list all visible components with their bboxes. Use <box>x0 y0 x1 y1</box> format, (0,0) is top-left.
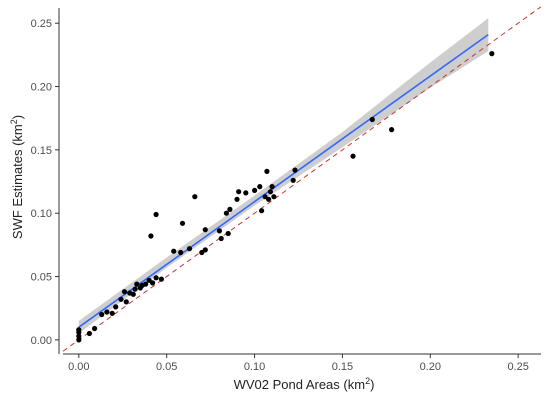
data-point-12 <box>123 299 129 305</box>
data-point-33 <box>202 227 208 233</box>
x-tick-label: 0.20 <box>420 361 441 373</box>
data-point-15 <box>132 286 138 292</box>
identity-reference-line <box>62 6 542 352</box>
data-point-49 <box>269 184 275 190</box>
data-point-3 <box>76 327 82 333</box>
data-point-48 <box>267 189 273 195</box>
data-point-50 <box>271 194 277 200</box>
data-point-44 <box>259 208 265 214</box>
x-axis-ticks: 0.00 0.05 0.10 0.15 0.20 0.25 <box>68 354 529 373</box>
data-point-28 <box>179 220 186 226</box>
data-point-38 <box>227 206 233 212</box>
x-tick-label: 0.25 <box>507 361 528 373</box>
data-point-40 <box>236 189 242 195</box>
data-point-56 <box>489 51 495 57</box>
data-point-42 <box>252 187 258 193</box>
data-point-21 <box>148 233 154 239</box>
x-tick-label: 0.15 <box>332 361 353 373</box>
data-point-37 <box>225 230 231 237</box>
x-tick-label: 0.05 <box>156 361 177 373</box>
data-point-55 <box>389 127 395 133</box>
data-point-41 <box>243 190 249 196</box>
regression-line <box>78 33 489 328</box>
data-point-30 <box>192 194 198 200</box>
data-point-6 <box>99 311 105 318</box>
y-tick-label: 0.10 <box>31 208 52 220</box>
y-tick-label: 0.20 <box>31 82 52 94</box>
data-point-52 <box>292 167 298 173</box>
data-point-53 <box>350 153 356 159</box>
data-point-4 <box>86 330 92 337</box>
data-point-14 <box>130 291 136 297</box>
data-point-27 <box>178 249 184 256</box>
data-point-43 <box>257 184 263 190</box>
data-point-32 <box>202 247 208 253</box>
y-tick-label: 0.25 <box>31 18 52 30</box>
y-tick-label: 0.00 <box>31 335 52 347</box>
data-point-54 <box>369 116 375 123</box>
data-point-1 <box>76 333 82 339</box>
x-axis-title: WV02 Pond Areas (km2) <box>234 376 375 392</box>
data-point-19 <box>143 281 149 287</box>
data-point-10 <box>118 296 124 302</box>
plot-area <box>62 6 542 352</box>
data-point-0 <box>76 337 82 343</box>
data-point-29 <box>186 246 193 252</box>
data-point-24 <box>153 211 159 218</box>
y-axis-ticks: 0.00 0.05 0.10 0.15 0.20 0.25 <box>31 18 59 347</box>
data-point-5 <box>92 325 98 332</box>
data-point-26 <box>171 248 177 254</box>
y-tick-label: 0.05 <box>31 272 52 284</box>
data-point-7 <box>104 309 110 315</box>
data-point-46 <box>264 168 270 174</box>
data-point-22 <box>150 280 156 286</box>
y-tick-label: 0.15 <box>31 145 52 157</box>
data-point-36 <box>223 210 229 216</box>
data-point-25 <box>158 276 164 282</box>
data-point-11 <box>121 289 128 295</box>
data-point-35 <box>218 235 224 242</box>
x-tick-label: 0.10 <box>244 361 265 373</box>
data-point-9 <box>113 304 119 310</box>
data-point-16 <box>134 281 140 287</box>
y-axis-title: SWF Estimates (km2) <box>9 115 25 239</box>
data-point-23 <box>153 275 159 281</box>
x-tick-label: 0.00 <box>68 361 89 373</box>
data-point-51 <box>290 177 296 183</box>
data-point-8 <box>109 310 115 316</box>
data-points <box>76 51 495 343</box>
data-point-34 <box>216 228 222 234</box>
data-point-47 <box>266 196 272 202</box>
data-point-39 <box>234 196 240 202</box>
